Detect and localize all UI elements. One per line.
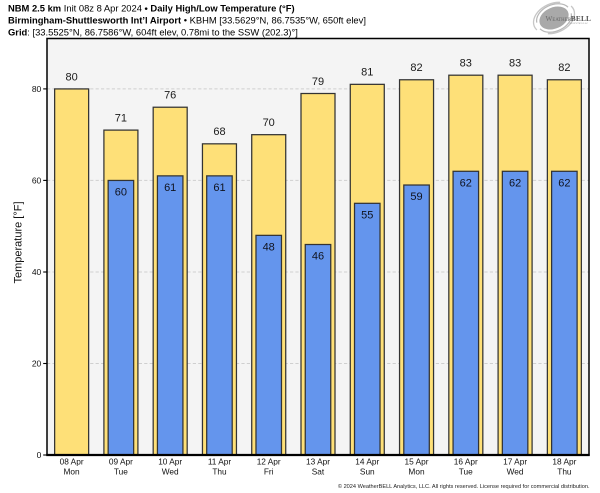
svg-text:09 Apr: 09 Apr <box>109 456 133 466</box>
svg-text:Sat: Sat <box>312 467 325 477</box>
svg-text:71: 71 <box>115 113 127 125</box>
svg-text:Wed: Wed <box>162 467 179 477</box>
svg-text:0: 0 <box>37 450 42 460</box>
svg-text:16 Apr: 16 Apr <box>454 456 478 466</box>
svg-text:11 Apr: 11 Apr <box>208 456 232 466</box>
svg-text:Birmingham-Shuttlesworth Int’l: Birmingham-Shuttlesworth Int’l Airport •… <box>8 14 366 25</box>
svg-text:80: 80 <box>65 71 77 83</box>
svg-text:17 Apr: 17 Apr <box>503 456 527 466</box>
svg-text:79: 79 <box>312 76 324 88</box>
svg-text:48: 48 <box>263 242 275 254</box>
svg-text:60: 60 <box>115 187 127 199</box>
svg-text:WEATHERBELL: WEATHERBELL <box>546 14 592 23</box>
svg-text:Wed: Wed <box>507 467 524 477</box>
svg-text:62: 62 <box>558 178 570 190</box>
svg-text:Tue: Tue <box>114 467 128 477</box>
svg-text:Sun: Sun <box>360 467 375 477</box>
svg-text:83: 83 <box>460 58 472 70</box>
svg-text:82: 82 <box>410 62 422 74</box>
svg-text:12 Apr: 12 Apr <box>257 456 281 466</box>
svg-text:Fri: Fri <box>264 467 274 477</box>
svg-text:61: 61 <box>213 182 225 194</box>
svg-text:18 Apr: 18 Apr <box>552 456 576 466</box>
svg-text:Thu: Thu <box>557 467 572 477</box>
svg-text:40: 40 <box>32 267 42 277</box>
svg-text:82: 82 <box>558 62 570 74</box>
svg-text:Mon: Mon <box>408 467 425 477</box>
svg-text:70: 70 <box>263 117 275 129</box>
svg-text:62: 62 <box>460 178 472 190</box>
svg-text:59: 59 <box>410 191 422 203</box>
svg-text:Thu: Thu <box>212 467 227 477</box>
svg-text:Grid: [33.5525°N, 86.7586°W, 6: Grid: [33.5525°N, 86.7586°W, 604ft elev,… <box>8 26 298 37</box>
svg-text:55: 55 <box>361 210 373 222</box>
svg-text:Tue: Tue <box>459 467 473 477</box>
svg-text:60: 60 <box>32 176 42 186</box>
svg-text:80: 80 <box>32 84 42 94</box>
svg-text:46: 46 <box>312 251 324 263</box>
svg-text:Temperature [°F]: Temperature [°F] <box>13 201 25 283</box>
svg-text:15 Apr: 15 Apr <box>405 456 429 466</box>
svg-text:NBM 2.5 km Init 08z 8 Apr 2024: NBM 2.5 km Init 08z 8 Apr 2024 • Daily H… <box>8 2 295 13</box>
svg-text:14 Apr: 14 Apr <box>355 456 379 466</box>
svg-text:Mon: Mon <box>64 467 81 477</box>
svg-text:81: 81 <box>361 67 373 79</box>
svg-text:© 2024 WeatherBELL Analytics,: © 2024 WeatherBELL Analytics, LLC. All r… <box>338 483 590 490</box>
svg-text:83: 83 <box>509 58 521 70</box>
svg-text:08 Apr: 08 Apr <box>60 456 84 466</box>
svg-text:76: 76 <box>164 90 176 102</box>
svg-text:61: 61 <box>164 182 176 194</box>
svg-text:13 Apr: 13 Apr <box>306 456 330 466</box>
svg-text:10 Apr: 10 Apr <box>158 456 182 466</box>
svg-text:ANALYTICS LLC: ANALYTICS LLC <box>569 22 589 25</box>
svg-text:68: 68 <box>213 126 225 138</box>
svg-text:20: 20 <box>32 359 42 369</box>
svg-text:62: 62 <box>509 178 521 190</box>
